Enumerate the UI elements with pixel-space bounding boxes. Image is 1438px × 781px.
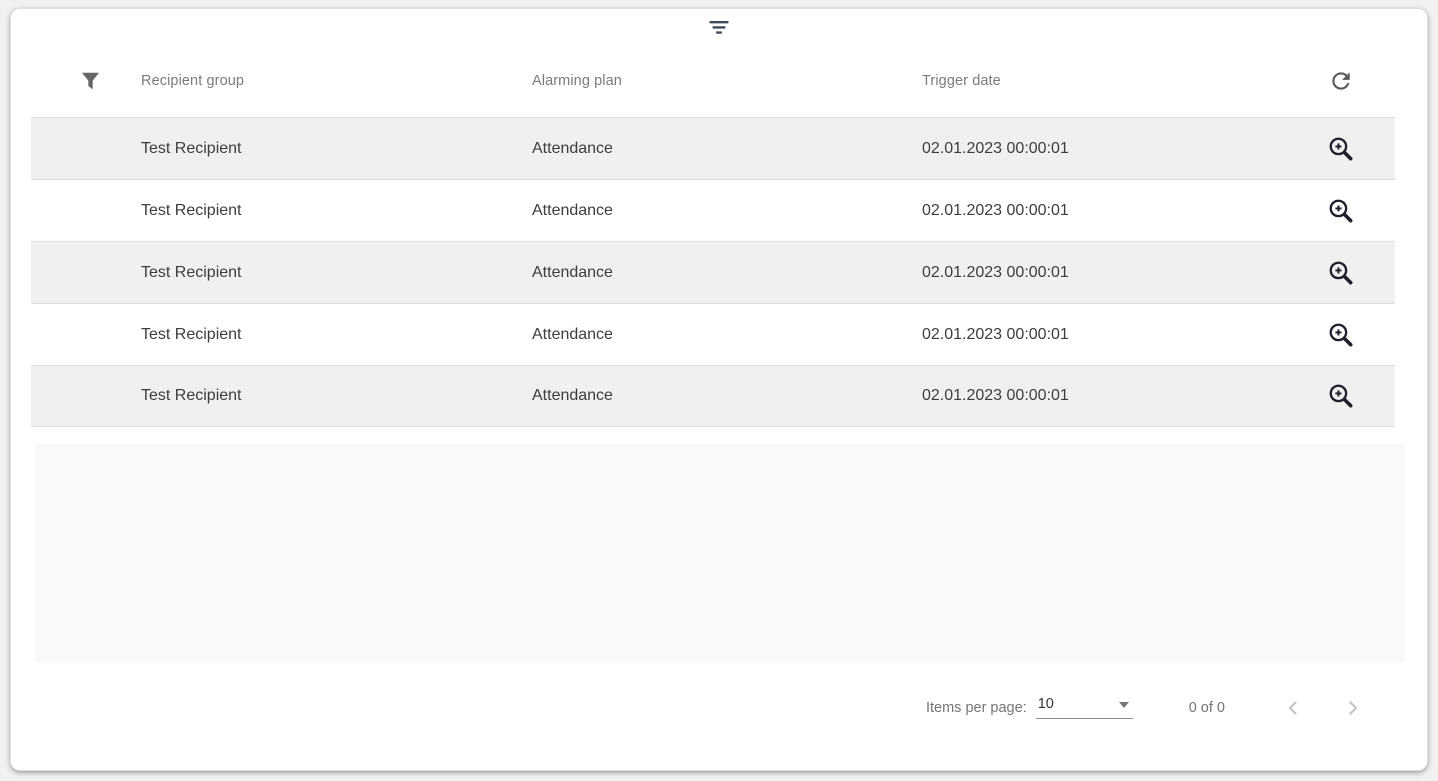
cell-alarming-plan: Attendance — [532, 139, 613, 157]
zoom-in-button[interactable] — [1326, 196, 1356, 226]
cell-recipient-group: Test Recipient — [141, 325, 242, 343]
cell-alarming-plan: Attendance — [532, 201, 613, 219]
alarm-log-card: Recipient group Alarming plan Trigger da… — [10, 8, 1428, 771]
filter-list-icon — [709, 20, 729, 35]
cell-trigger-date: 02.01.2023 00:00:01 — [922, 325, 1069, 343]
alarms-table: Recipient group Alarming plan Trigger da… — [31, 45, 1395, 427]
chevron-right-icon — [1341, 696, 1365, 720]
filter-funnel-icon — [80, 70, 101, 92]
zoom-in-icon — [1327, 259, 1355, 287]
column-header-trigger-date: Trigger date — [922, 73, 1001, 89]
column-header-alarming-plan: Alarming plan — [532, 73, 622, 89]
zoom-in-icon — [1327, 321, 1355, 349]
zoom-in-button[interactable] — [1326, 134, 1356, 164]
cell-recipient-group: Test Recipient — [141, 139, 242, 157]
column-header-recipient-group: Recipient group — [141, 73, 245, 89]
cell-alarming-plan: Attendance — [532, 325, 613, 343]
zoom-in-button[interactable] — [1326, 381, 1356, 411]
paginator: Items per page: 10 0 of 0 — [926, 690, 1365, 726]
table-header-row: Recipient group Alarming plan Trigger da… — [31, 45, 1395, 117]
cell-trigger-date: 02.01.2023 00:00:01 — [922, 263, 1069, 281]
items-per-page-label: Items per page: — [925, 700, 1027, 716]
chevron-left-icon — [1281, 696, 1305, 720]
zoom-in-icon — [1327, 197, 1355, 225]
page-range-label: 0 of 0 — [1188, 700, 1225, 716]
filter-list-toggle-button[interactable] — [705, 16, 733, 38]
cell-trigger-date: 02.01.2023 00:00:01 — [922, 387, 1069, 404]
table-row: Test Recipient Attendance 02.01.2023 00:… — [31, 117, 1395, 179]
cell-recipient-group: Test Recipient — [141, 263, 242, 281]
zoom-in-icon — [1327, 135, 1355, 163]
page-size-select[interactable]: 10 — [1035, 696, 1133, 719]
table-row: Test Recipient Attendance 02.01.2023 00:… — [31, 179, 1395, 241]
cell-alarming-plan: Attendance — [532, 263, 613, 281]
header-filter-cell — [31, 70, 141, 93]
refresh-button[interactable] — [1327, 67, 1355, 95]
previous-page-button[interactable] — [1281, 696, 1305, 720]
empty-panel — [35, 444, 1405, 663]
cell-alarming-plan: Attendance — [532, 387, 613, 404]
refresh-icon — [1328, 68, 1354, 94]
cell-recipient-group: Test Recipient — [141, 201, 242, 219]
card-toolbar — [11, 9, 1427, 45]
header-action-cell — [1305, 67, 1395, 95]
zoom-in-button[interactable] — [1326, 320, 1356, 350]
table-row: Test Recipient Attendance 02.01.2023 00:… — [31, 365, 1395, 427]
table-row: Test Recipient Attendance 02.01.2023 00:… — [31, 303, 1395, 365]
next-page-button[interactable] — [1341, 696, 1365, 720]
cell-trigger-date: 02.01.2023 00:00:01 — [922, 139, 1069, 157]
table-row: Test Recipient Attendance 02.01.2023 00:… — [31, 241, 1395, 303]
cell-trigger-date: 02.01.2023 00:00:01 — [922, 201, 1069, 219]
zoom-in-icon — [1327, 382, 1355, 410]
cell-recipient-group: Test Recipient — [141, 387, 242, 404]
page-size-value: 10 — [1037, 696, 1054, 712]
zoom-in-button[interactable] — [1326, 258, 1356, 288]
filter-button[interactable] — [79, 70, 101, 93]
dropdown-arrow-icon — [1118, 702, 1129, 708]
